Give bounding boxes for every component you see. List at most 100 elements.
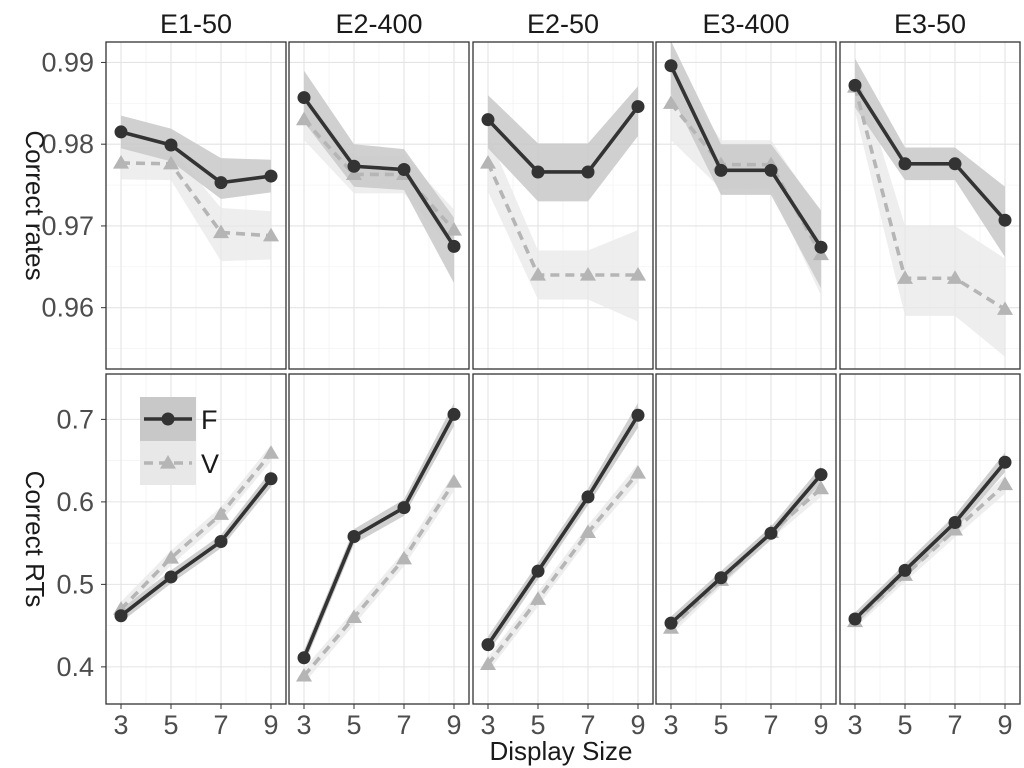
data-point-F [764,163,778,177]
panel-border [655,41,837,370]
ribbon-V [304,473,454,684]
panel-title: E3-400 [702,9,789,39]
legend-label-F: F [201,405,218,435]
data-point-F [481,638,495,652]
data-point-V [346,166,362,181]
panel-E3-400-row-2 [655,373,837,705]
data-point-F [581,165,595,179]
data-point-F [114,125,128,139]
series-line-V [119,452,273,611]
data-point-V [947,270,963,284]
data-point-F [764,526,778,540]
panel-border [288,373,470,705]
data-point-V [480,656,496,670]
series-line-V [853,86,1006,311]
series-line-F [486,105,640,174]
data-point-V [813,480,829,495]
data-point-F [848,612,862,626]
data-point-F [948,516,962,529]
data-point-V [530,266,546,281]
x-tick-label: 5 [163,710,178,740]
data-point-F [814,468,828,482]
data-point-F [998,213,1012,227]
data-point-V [163,155,179,170]
data-point-F [531,564,545,578]
x-tick-label: 7 [213,710,228,740]
x-tick-label: 7 [580,710,595,740]
y-tick-label: 0.98 [41,129,94,159]
data-point-F [264,169,278,183]
data-point-F [898,563,912,577]
data-point-V [580,266,596,281]
data-point-V [663,95,679,109]
data-point-V [446,222,462,236]
data-point-F [114,609,128,623]
panel-E1-50-row-1 [105,41,287,370]
data-point-F [948,157,962,171]
x-tick-label: 5 [713,710,728,740]
series-line-F [853,84,1007,222]
x-tick-label: 7 [947,710,962,740]
panel-border [839,41,1021,370]
data-point-V [296,667,312,682]
data-point-F [347,159,361,173]
data-point-V [346,609,362,623]
x-tick-label: 3 [113,710,128,740]
panel-title: E2-50 [527,9,599,39]
data-point-V [997,301,1013,315]
ribbon-V [855,62,1005,357]
panel-border [472,373,654,705]
panel-title: E1-50 [160,9,232,39]
panel-title: E3-50 [894,9,966,39]
panel-E2-400-row-2 [288,373,470,705]
x-tick-label: 3 [663,710,678,740]
data-point-V [163,549,179,564]
data-point-F [531,165,545,179]
data-point-V [480,154,496,169]
data-point-V [396,550,412,565]
data-point-F [714,163,728,177]
ribbon-F [488,86,638,202]
data-point-F [631,408,645,422]
data-point-V [630,465,646,479]
x-tick-label: 7 [396,710,411,740]
data-point-F [214,176,228,190]
ribbon-F [121,115,271,199]
legend-marker-V [160,455,176,469]
x-tick-label: 5 [897,710,912,740]
series-line-V [486,471,640,666]
x-tick-label: 9 [263,710,278,740]
data-point-F [631,100,645,114]
data-point-V [446,474,462,488]
series-line-F [120,130,272,185]
data-point-F [664,59,678,73]
series-line-V [302,118,456,232]
panel-border [105,373,287,705]
data-point-F [714,571,728,585]
x-tick-label: 7 [763,710,778,740]
panel-E3-400-row-1 [655,41,837,370]
data-point-F [347,530,361,544]
x-tick-label: 3 [296,710,311,740]
x-tick-label: 9 [997,710,1012,740]
x-tick-label: 3 [847,710,862,740]
y-axis-title: Correct RTs [20,471,50,608]
series-line-V [120,161,272,238]
data-point-F [848,78,862,92]
ribbon-V [121,146,271,262]
panel-border [288,41,470,370]
data-point-V [530,591,546,605]
series-line-F [853,461,1007,621]
y-tick-label: 0.4 [56,652,94,682]
panel-border [655,373,837,705]
y-tick-label: 0.96 [41,293,94,323]
series-line-F [302,96,456,248]
data-point-V [263,445,279,459]
series-line-V [486,162,638,277]
data-point-F [397,501,411,515]
panel-border [839,373,1021,705]
data-point-V [580,524,596,538]
data-point-V [296,111,312,126]
legend-label-V: V [201,449,219,479]
data-point-F [164,570,178,584]
